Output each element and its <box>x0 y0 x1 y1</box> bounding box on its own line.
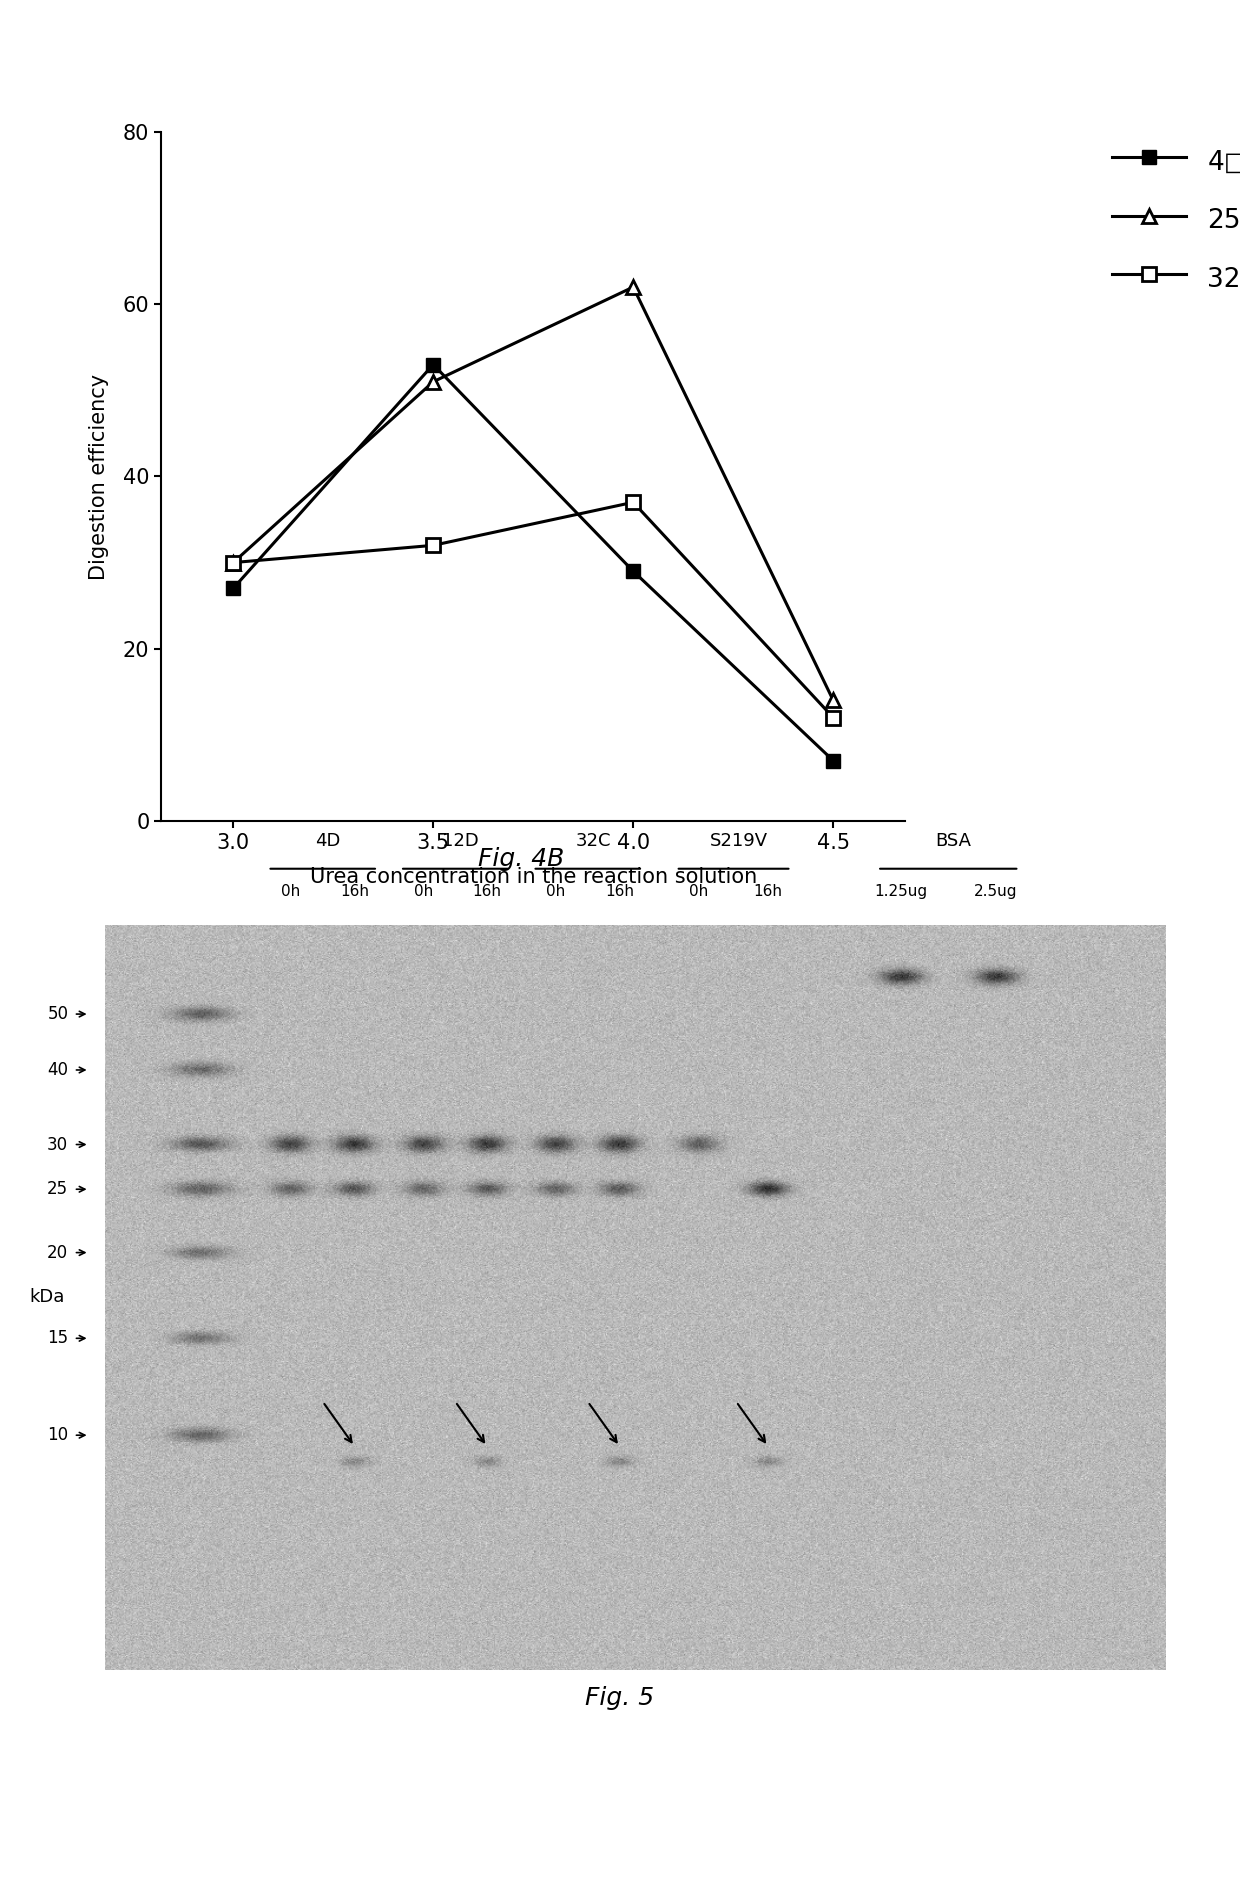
4□ <box>626 560 641 583</box>
Text: 10: 10 <box>47 1427 68 1444</box>
Text: 0h: 0h <box>689 883 709 898</box>
Text: S219V: S219V <box>709 832 768 849</box>
Text: 32C: 32C <box>575 832 611 849</box>
4□ <box>226 577 241 600</box>
4□ <box>425 353 440 376</box>
32□ <box>626 491 641 513</box>
32□ <box>425 534 440 557</box>
32□ <box>826 706 841 728</box>
Text: 16h: 16h <box>754 883 782 898</box>
32□ <box>226 551 241 574</box>
25□ <box>226 551 241 574</box>
25□ <box>826 689 841 711</box>
Text: BSA: BSA <box>935 832 972 849</box>
Text: 16h: 16h <box>605 883 634 898</box>
Text: 2.5ug: 2.5ug <box>975 883 1018 898</box>
Text: 0h: 0h <box>414 883 433 898</box>
25□ <box>626 276 641 298</box>
Text: 1.25ug: 1.25ug <box>874 883 928 898</box>
Text: Fig. 5: Fig. 5 <box>585 1687 655 1710</box>
Line: 25□: 25□ <box>226 279 841 708</box>
X-axis label: Urea concentration in the reaction solution: Urea concentration in the reaction solut… <box>310 866 756 887</box>
Text: 0h: 0h <box>547 883 565 898</box>
Text: 4D: 4D <box>315 832 341 849</box>
Text: 0h: 0h <box>281 883 300 898</box>
Text: 25: 25 <box>47 1179 68 1198</box>
Y-axis label: Digestion efficiency: Digestion efficiency <box>89 374 109 579</box>
Line: 32□: 32□ <box>226 496 841 725</box>
Text: 16h: 16h <box>340 883 370 898</box>
Text: 30: 30 <box>47 1136 68 1153</box>
Text: 20: 20 <box>47 1244 68 1262</box>
Text: 50: 50 <box>47 1006 68 1023</box>
Text: 15: 15 <box>47 1328 68 1347</box>
Text: 40: 40 <box>47 1060 68 1079</box>
Text: 16h: 16h <box>472 883 501 898</box>
4□ <box>826 749 841 772</box>
Text: kDa: kDa <box>30 1289 64 1306</box>
Line: 4□: 4□ <box>226 359 841 768</box>
Text: 12D: 12D <box>443 832 479 849</box>
Text: Fig. 4B: Fig. 4B <box>477 847 564 870</box>
Legend: 4□, 25□, 32□: 4□, 25□, 32□ <box>1099 132 1240 308</box>
25□ <box>425 370 440 392</box>
